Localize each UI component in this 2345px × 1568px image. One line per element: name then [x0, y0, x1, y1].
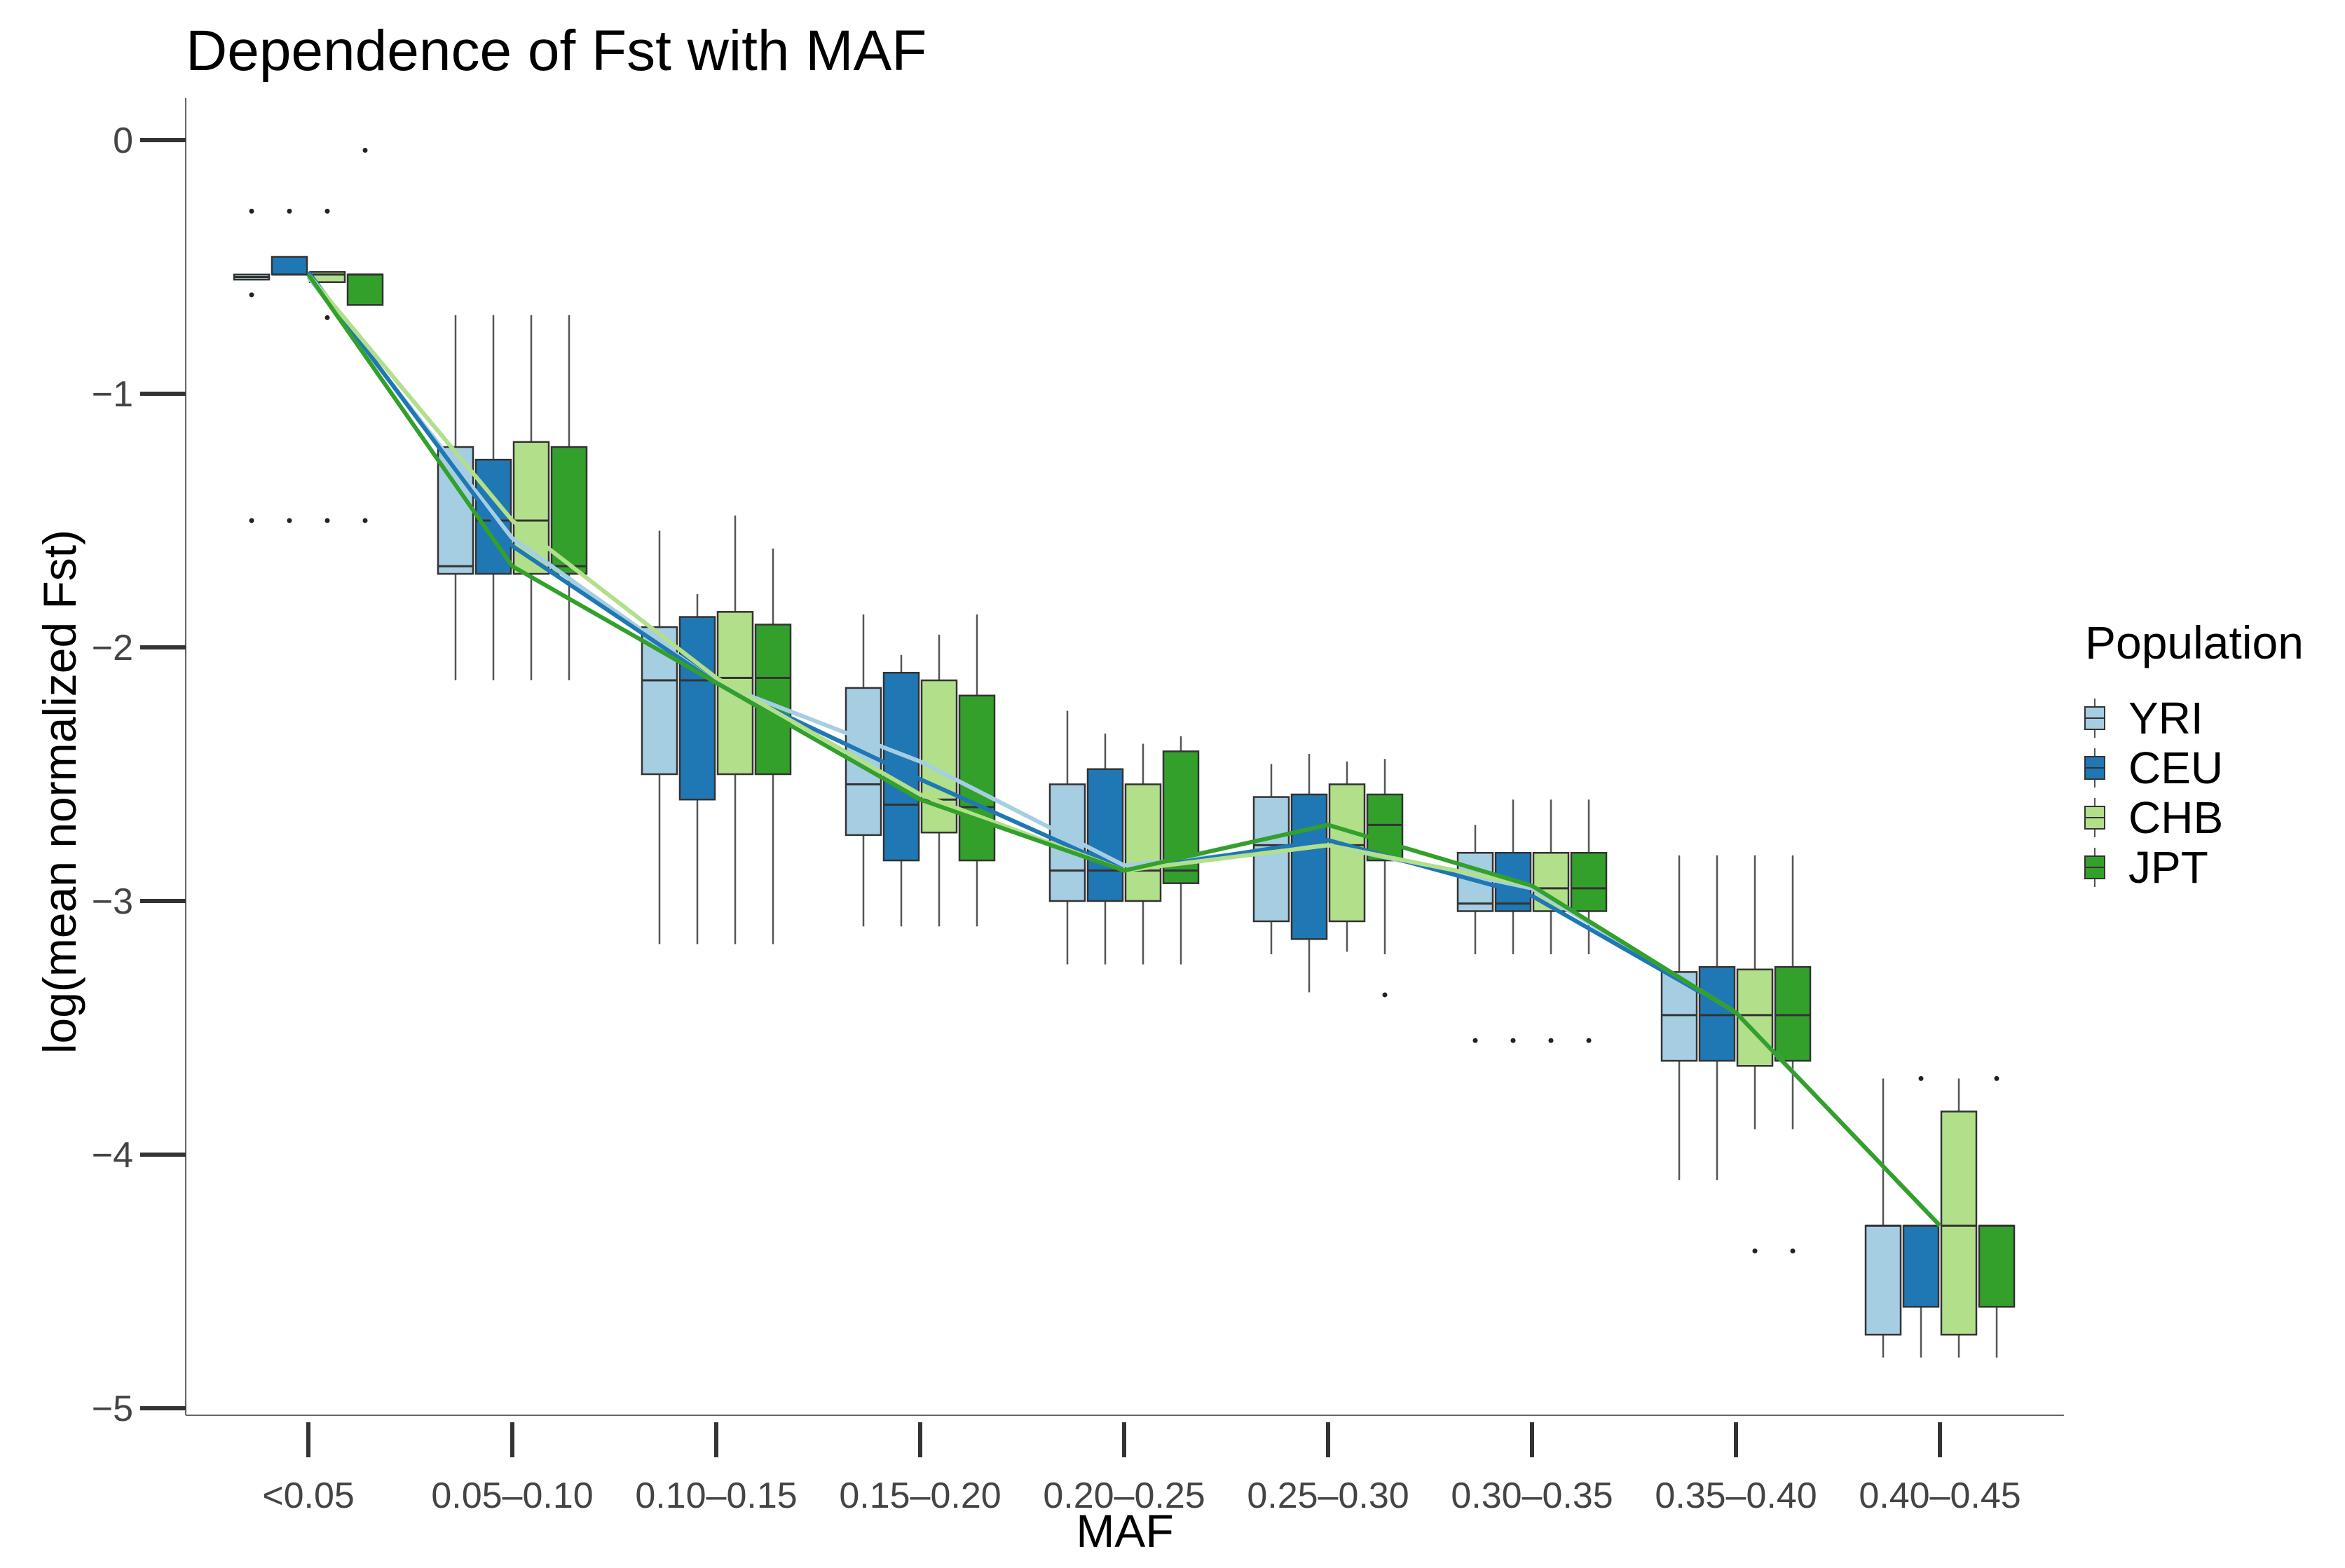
legend-title: Population [2085, 617, 2304, 668]
outlier-point [1548, 1038, 1554, 1043]
mean-lines [306, 270, 1942, 1227]
box-iqr [1252, 796, 1290, 923]
x-tick-label: 0.05–0.10 [431, 1476, 593, 1516]
chart-title: Dependence of Fst with MAF [186, 19, 927, 83]
outlier-point [324, 208, 330, 214]
series-ceu [271, 208, 1940, 1358]
y-tick-label: 0 [113, 121, 133, 161]
y-tick-label: −2 [92, 628, 133, 668]
outlier-point [287, 208, 292, 214]
outlier-point [1790, 1249, 1796, 1254]
box-iqr [1570, 851, 1608, 912]
box-iqr [1902, 1225, 1940, 1308]
box-ceu [1086, 734, 1124, 965]
box-jpt [1774, 855, 1812, 1254]
outlier-point [324, 315, 330, 320]
x-axis-label: MAF [1076, 1505, 1173, 1557]
y-tick-label: −3 [92, 881, 133, 922]
outlier-point [1994, 1075, 1999, 1081]
legend-item-jpt: JPT [2084, 842, 2208, 893]
x-tick-label: 0.30–0.35 [1451, 1476, 1613, 1516]
y-tick-label: −5 [92, 1389, 133, 1429]
legend-label: JPT [2128, 842, 2208, 893]
box-ceu [1290, 754, 1328, 993]
box-iqr [958, 694, 996, 862]
outlier-point [249, 208, 254, 214]
box-iqr [1366, 793, 1404, 862]
box-ceu [271, 208, 308, 523]
box-iqr [1086, 768, 1124, 902]
x-tick-label: <0.05 [262, 1476, 355, 1516]
box-chb [1736, 855, 1774, 1254]
box-iqr [678, 616, 716, 801]
box-iqr [1124, 783, 1162, 902]
outlier-point [249, 518, 254, 523]
outlier-point [1752, 1249, 1758, 1254]
outlier-point [249, 292, 254, 298]
plot-area [233, 147, 2016, 1358]
x-tick-label: 0.15–0.20 [839, 1476, 1001, 1516]
series-yri [233, 208, 1902, 1358]
y-tick-label: −4 [92, 1135, 133, 1176]
y-axis-label: log(mean normalized Fst) [34, 530, 86, 1054]
box-iqr [1290, 793, 1328, 940]
x-axis: <0.05 0.05–0.10 0.10–0.15 0.15–0.20 0.20–0.2… [186, 1415, 2064, 1516]
x-tick-label: 0.40–0.45 [1859, 1476, 2021, 1516]
outlier-point [1918, 1075, 1924, 1081]
box-yri [1252, 764, 1290, 955]
outlier-point [287, 518, 292, 523]
legend-item-yri: YRI [2084, 693, 2203, 743]
box-iqr [271, 256, 308, 276]
box-chb [1124, 743, 1162, 965]
x-tick-label: 0.20–0.25 [1043, 1476, 1205, 1516]
outlier-point [324, 518, 330, 523]
box-jpt [1366, 759, 1404, 998]
x-tick-label: 0.35–0.40 [1655, 1476, 1817, 1516]
box-chb [308, 208, 346, 523]
box-iqr [1698, 965, 1736, 1062]
outlier-point [362, 518, 368, 523]
box-jpt [958, 614, 996, 927]
box-yri [233, 208, 271, 523]
x-tick-label: 0.10–0.15 [635, 1476, 797, 1516]
outlier-point [1510, 1038, 1516, 1043]
mean-line-jpt [306, 273, 1942, 1227]
box-ceu [1902, 1075, 1940, 1358]
legend-label: YRI [2128, 693, 2203, 743]
outlier-point [1586, 1038, 1592, 1043]
outlier-point [1472, 1038, 1478, 1043]
legend-item-chb: CHB [2084, 792, 2223, 843]
legend-item-ceu: CEU [2084, 743, 2223, 793]
legend-label: CHB [2128, 792, 2223, 843]
box-jpt [346, 147, 384, 523]
outlier-point [362, 147, 368, 153]
box-iqr [1864, 1225, 1902, 1336]
x-tick-label: 0.25–0.30 [1247, 1476, 1409, 1516]
outlier-point [1382, 992, 1388, 998]
box-chb [1940, 1078, 1978, 1358]
y-axis: 0 −1 −2 −3 −4 −5 [92, 98, 186, 1429]
y-tick-label: −1 [92, 374, 133, 415]
box-iqr [1774, 965, 1812, 1062]
box-jpt [1978, 1075, 2016, 1358]
box-iqr [1532, 851, 1570, 912]
box-jpt [1570, 799, 1608, 1043]
box-iqr [1940, 1110, 1978, 1336]
box-iqr [1978, 1225, 2016, 1308]
legend-label: CEU [2128, 743, 2223, 793]
box-yri [1864, 1078, 1902, 1358]
box-jpt [754, 548, 792, 944]
box-iqr [346, 273, 384, 306]
box-ceu [678, 593, 716, 944]
